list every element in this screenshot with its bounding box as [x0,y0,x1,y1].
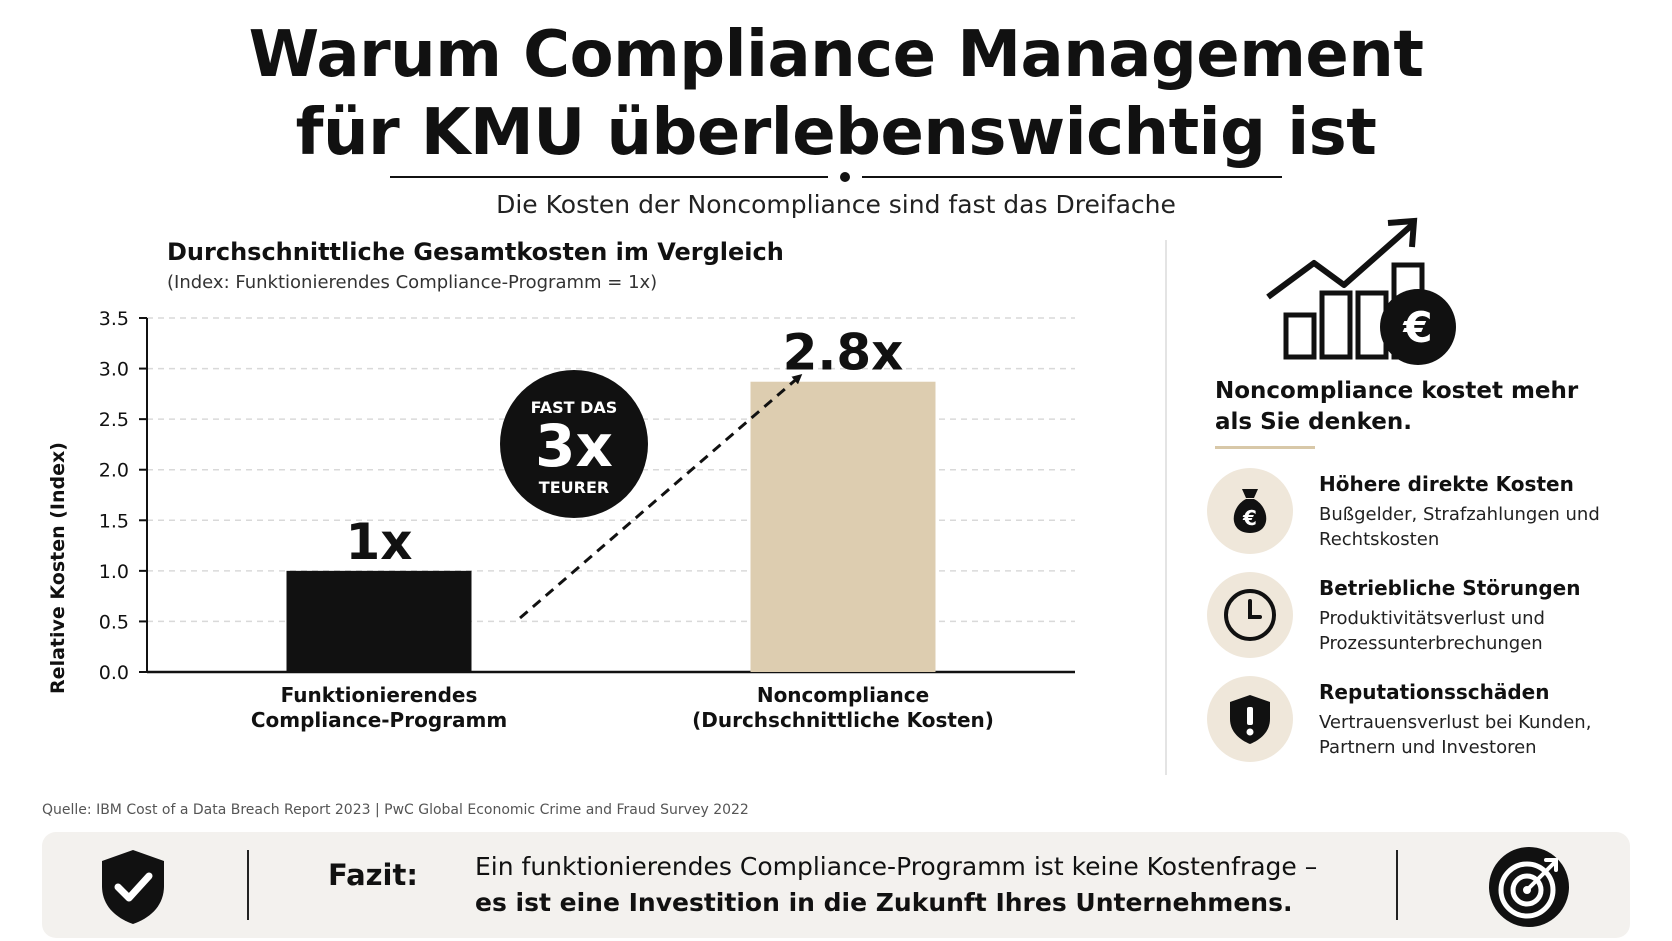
sidebar-heading-underline [1215,446,1315,449]
x-category-label: (Durchschnittliche Kosten) [692,708,994,732]
sidebar-heading: Noncompliance kostet mehr als Sie denken… [1215,378,1579,435]
trend-arrow [519,374,803,620]
bar-value-label: 2.8x [783,324,904,382]
reason-item-disruptions: Betriebliche Störungen Produktivitätsver… [1207,572,1637,662]
reason-text: Produktivitätsverlust und Prozessunterbr… [1319,608,1545,654]
x-category-label: Compliance-Programm [251,708,507,732]
x-category-label: Funktionierendes [281,683,478,707]
title-divider-left [390,176,828,178]
title-divider-right [862,176,1282,178]
title-divider-dot [840,172,850,182]
bar [286,570,472,672]
conclusion-panel [42,832,1630,938]
source-note: Quelle: IBM Cost of a Data Breach Report… [42,802,749,818]
svg-text:€: € [1242,506,1257,530]
y-tick-label: 0.5 [99,611,129,633]
chart-bars [286,381,936,672]
reason-text: Vertrauensverlust bei Kunden, Partnern u… [1319,712,1592,758]
sidebar-divider [1165,240,1167,775]
reason-text: Bußgelder, Strafzahlungen und Rechtskost… [1319,504,1600,550]
growth-chart-euro-icon: € [1266,217,1456,365]
svg-text:€: € [1402,303,1432,352]
money-bag-euro-icon: € [1207,468,1293,554]
bar-value-label: 1x [345,513,412,571]
y-axis-label: Relative Kosten (Index) [47,442,69,694]
page-subtitle: Die Kosten der Noncompliance sind fast d… [496,190,1176,219]
reason-title: Höhere direkte Kosten [1319,472,1574,496]
conclusion-separator-left [247,850,249,920]
reason-item-reputation: Reputationsschäden Vertrauensverlust bei… [1207,676,1637,766]
chart-subtitle: (Index: Funktionierendes Compliance-Prog… [167,272,658,293]
badge-top-text: FAST DAS [531,398,618,417]
badge: FAST DAS 3x TEURER [500,370,648,518]
page-title-line: für KMU überlebenswichtig ist [295,96,1377,170]
y-tick-label: 3.0 [99,359,129,381]
conclusion-label: Fazit: [328,858,418,892]
conclusion-text-line1: Ein funktionierendes Compliance-Programm… [475,852,1318,881]
reason-item-direct-costs: € Höhere direkte Kosten Bußgelder, Straf… [1207,468,1637,558]
clock-icon [1207,572,1293,658]
page-title: Warum Compliance Management für KMU überl… [0,16,1672,172]
page-title-line: Warum Compliance Management [248,18,1424,92]
y-tick-label: 1.0 [99,561,129,583]
reason-title: Reputationsschäden [1319,680,1550,704]
target-icon [1489,847,1569,927]
y-tick-label: 2.5 [99,409,129,431]
cost-comparison-chart: 0.0 0.5 1.0 1.5 2.0 2.5 3.0 3.5 1x Funktionieren… [47,308,1075,732]
badge-bottom-text: TEURER [539,478,609,497]
bar [750,381,936,672]
y-tick-label: 1.5 [99,510,129,532]
chart-title: Durchschnittliche Gesamtkosten im Vergle… [167,238,784,266]
y-tick-label: 2.0 [99,460,129,482]
x-category-label: Noncompliance [757,683,929,707]
conclusion-text-line2: es ist eine Investition in die Zukunft I… [475,888,1293,917]
shield-alert-icon [1207,676,1293,762]
y-tick-label: 0.0 [99,662,129,684]
shield-check-icon [102,850,164,924]
badge-circle [500,370,648,518]
reason-title: Betriebliche Störungen [1319,576,1581,600]
conclusion-separator-right [1396,850,1398,920]
badge-value: 3x [535,412,613,480]
y-tick-label: 3.5 [99,308,129,330]
